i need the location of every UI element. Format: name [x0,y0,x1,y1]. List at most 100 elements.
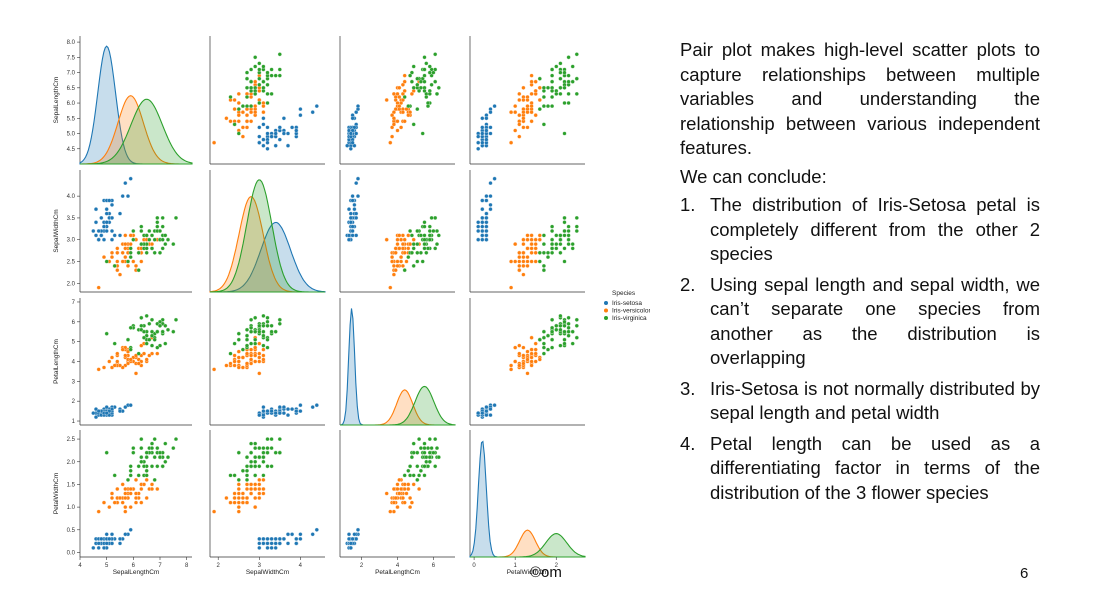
scatter-point-Iris-virginica [249,464,254,469]
scatter-point-Iris-versicolor [408,505,413,510]
scatter-point-Iris-setosa [117,211,123,216]
scatter-point-Iris-virginica [409,79,414,84]
scatter-point-Iris-virginica [550,67,555,72]
scatter-point-Iris-virginica [422,88,427,93]
x-tick-label: 6 [432,563,436,569]
scatter-point-Iris-virginica [236,131,241,136]
scatter-point-Iris-virginica [550,228,555,234]
scatter-point-Iris-versicolor [253,104,258,109]
scatter-point-Iris-setosa [93,220,99,225]
scatter-point-Iris-virginica [163,341,168,346]
scatter-point-Iris-setosa [93,233,99,238]
scatter-point-Iris-setosa [99,233,104,238]
scatter-point-Iris-versicolor [120,482,125,487]
scatter-point-Iris-virginica [550,329,555,334]
y-tick-label: 2 [72,399,76,405]
scatter-point-Iris-setosa [107,198,112,203]
scatter-point-Iris-virginica [253,446,258,451]
scatter-point-Iris-virginica [269,464,274,469]
scatter-point-Iris-versicolor [525,233,530,238]
scatter-point-Iris-setosa [104,405,109,410]
scatter-point-Iris-versicolor [240,110,245,115]
scatter-point-Iris-virginica [131,450,136,455]
scatter-point-Iris-versicolor [261,110,266,115]
scatter-point-Iris-virginica [173,437,179,442]
scatter-point-Iris-setosa [281,131,286,136]
scatter-point-Iris-virginica [402,268,407,273]
scatter-point-Iris-setosa [104,211,109,216]
scatter-point-Iris-versicolor [236,509,241,514]
conclusion-item: 1. The distribution of Iris-Setosa petal … [680,193,1040,267]
scatter-point-Iris-virginica [574,76,579,81]
y-tick-label: 2.5 [67,437,76,443]
scatter-point-Iris-virginica [562,220,567,225]
scatter-point-Iris-virginica [433,246,438,251]
scatter-point-Iris-virginica [558,91,563,96]
y-tick-label: 5.5 [67,116,76,122]
scatter-point-Iris-versicolor [112,500,117,505]
scatter-point-Iris-versicolor [123,353,128,358]
scatter-point-Iris-virginica [415,477,420,482]
scatter-point-Iris-versicolor [120,250,125,255]
legend-entry: Iris-setosa [612,300,642,307]
scatter-point-Iris-virginica [424,455,429,460]
scatter-point-Iris-virginica [265,437,270,442]
scatter-point-Iris-setosa [350,194,355,199]
scatter-point-Iris-virginica [163,323,168,328]
scatter-point-Iris-setosa [104,532,109,537]
scatter-point-Iris-setosa [476,140,481,145]
scatter-point-Iris-virginica [163,441,168,446]
scatter-point-Iris-virginica [429,215,434,220]
scatter-point-Iris-virginica [411,85,416,90]
scatter-point-Iris-virginica [541,122,546,127]
scatter-point-Iris-versicolor [123,233,128,238]
scatter-point-Iris-versicolor [224,116,229,121]
scatter-point-Iris-virginica [265,323,270,328]
scatter-point-Iris-setosa [348,215,353,220]
scatter-point-Iris-setosa [348,220,353,225]
scatter-point-Iris-virginica [562,100,567,106]
scatter-point-Iris-setosa [261,536,266,541]
scatter-point-Iris-virginica [418,446,423,451]
scatter-point-Iris-virginica [253,341,258,346]
scatter-point-Iris-virginica [253,315,258,320]
scatter-point-Iris-virginica [541,345,546,350]
scatter-point-Iris-virginica [422,246,427,251]
scatter-point-Iris-virginica [128,246,133,251]
scatter-point-Iris-setosa [109,541,115,546]
scatter-point-Iris-setosa [269,536,274,541]
scatter-point-Iris-virginica [139,455,144,460]
scatter-point-Iris-versicolor [117,363,123,368]
scatter-point-Iris-virginica [155,215,160,220]
scatter-point-Iris-virginica [160,237,165,242]
scatter-point-Iris-versicolor [525,110,530,115]
scatter-point-Iris-versicolor [261,104,266,109]
scatter-point-Iris-versicolor [249,347,254,352]
scatter-point-Iris-virginica [253,441,258,446]
scatter-point-Iris-versicolor [236,486,241,492]
scatter-point-Iris-versicolor [139,343,144,348]
scatter-point-Iris-setosa [117,233,123,238]
y-tick-label: 6 [72,320,76,326]
scatter-point-Iris-virginica [574,224,579,229]
scatter-point-Iris-setosa [109,215,115,220]
scatter-point-Iris-versicolor [400,263,405,268]
scatter-point-Iris-versicolor [391,500,396,505]
scatter-point-Iris-versicolor [509,110,514,115]
scatter-point-Iris-setosa [261,405,266,410]
scatter-point-Iris-virginica [427,455,432,460]
scatter-point-Iris-versicolor [240,495,245,501]
scatter-point-Iris-versicolor [521,272,526,277]
scatter-point-Iris-versicolor [517,255,522,260]
scatter-point-Iris-versicolor [513,345,518,350]
scatter-point-Iris-versicolor [253,345,258,350]
scatter-point-Iris-versicolor [411,482,416,487]
scatter-point-Iris-versicolor [120,500,125,505]
scatter-point-Iris-versicolor [107,359,112,364]
scatter-point-Iris-virginica [541,263,546,268]
scatter-point-Iris-versicolor [257,341,262,346]
scatter-point-Iris-virginica [415,242,420,247]
scatter-point-Iris-setosa [117,409,123,414]
scatter-point-Iris-virginica [433,215,438,220]
scatter-point-Iris-virginica [249,329,254,334]
